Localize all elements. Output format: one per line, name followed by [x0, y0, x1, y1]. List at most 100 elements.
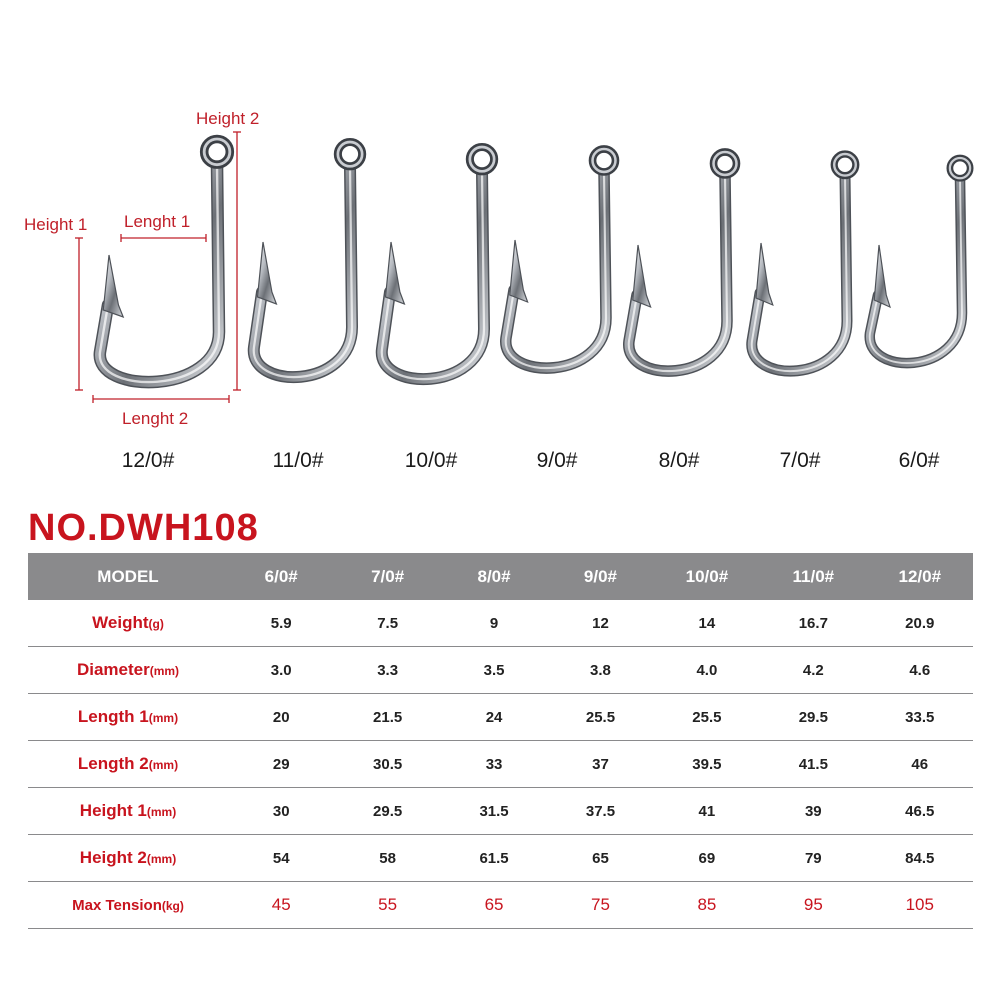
spec-label-text: Height 2 [79, 848, 147, 867]
hook-size-label: 6/0# [899, 449, 940, 472]
spec-label-text: Height 1 [79, 801, 147, 820]
spec-value-cell: 41.5 [760, 740, 867, 788]
spec-value-cell: 30 [228, 787, 335, 835]
spec-unit-text: (kg) [161, 898, 184, 913]
spec-row: Max Tension(kg) 45 55 65 75 85 95 105 [28, 881, 973, 929]
spec-unit-text: (g) [148, 617, 164, 631]
spec-value-cell: 4.0 [653, 646, 761, 694]
spec-value-cell: 75 [547, 881, 654, 929]
spec-table-header: MODEL 6/0# 7/0# 8/0# 9/0# 10/0# 11/0# 12… [28, 553, 973, 600]
spec-value-cell: 33 [440, 740, 548, 788]
spec-label-text: Length 1 [77, 707, 149, 726]
spec-row: Length 2(mm) 29 30.5 33 37 39.5 41.5 46 [28, 740, 973, 788]
spec-label-text: Weight [92, 613, 149, 632]
fishing-hook-icon [375, 142, 499, 386]
spec-value-cell: 7.5 [334, 600, 441, 647]
spec-value-cell: 46 [866, 740, 973, 788]
spec-value-cell: 4.2 [760, 646, 867, 694]
model-column-header: 6/0# [228, 553, 335, 600]
spec-value-cell: 33.5 [866, 693, 973, 741]
spec-value-cell: 105 [866, 881, 973, 929]
hook-illustration: Height 1 Height 2 Lenght 1 Lenght 2 12/0… [24, 109, 974, 472]
hook-size-label: 7/0# [780, 449, 821, 472]
spec-value-cell: 25.5 [547, 693, 654, 741]
spec-unit-text: (mm) [149, 664, 180, 678]
spec-value-cell: 31.5 [440, 787, 548, 835]
height1-label: Height 1 [24, 215, 87, 234]
spec-value-cell: 69 [653, 834, 761, 882]
fishing-hook-icon [746, 150, 860, 377]
spec-value-cell: 65 [440, 881, 548, 929]
spec-row: Diameter(mm) 3.0 3.3 3.5 3.8 4.0 4.2 4.6 [28, 646, 973, 694]
spec-row-label: Diameter(mm) [28, 646, 228, 694]
spec-value-cell: 85 [653, 881, 761, 929]
spec-row-label: Weight(g) [28, 600, 228, 647]
spec-value-cell: 65 [547, 834, 654, 882]
spec-value-cell: 24 [440, 693, 548, 741]
model-column-header: 11/0# [760, 553, 867, 600]
spec-value-cell: 20 [228, 693, 335, 741]
fishing-hook-icon [93, 134, 235, 389]
product-code: NO.DWH108 [28, 507, 259, 549]
hook-size-label: 12/0# [122, 449, 175, 472]
spec-value-cell: 55 [334, 881, 441, 929]
spec-value-cell: 12 [547, 600, 654, 647]
model-header: MODEL [28, 553, 228, 600]
spec-value-cell: 5.9 [228, 600, 335, 647]
spec-value-cell: 20.9 [866, 600, 973, 647]
spec-value-cell: 39 [760, 787, 867, 835]
fishing-hook-icon [500, 145, 620, 374]
model-column-header: 12/0# [866, 553, 973, 600]
spec-value-cell: 29.5 [334, 787, 441, 835]
hook-size-label: 8/0# [659, 449, 700, 472]
spec-row: Length 1(mm) 20 21.5 24 25.5 25.5 29.5 33.5 [28, 693, 973, 741]
spec-label-text: Max Tension [72, 896, 162, 914]
spec-value-cell: 84.5 [866, 834, 973, 882]
fishing-hook-icon [623, 148, 741, 377]
spec-value-cell: 95 [760, 881, 867, 929]
spec-value-cell: 25.5 [653, 693, 761, 741]
model-column-header: 9/0# [547, 553, 654, 600]
spec-value-cell: 30.5 [334, 740, 441, 788]
length1-label: Lenght 1 [124, 212, 190, 231]
spec-value-cell: 58 [334, 834, 441, 882]
spec-row-label: Length 1(mm) [28, 693, 228, 741]
dimension-markers [75, 131, 241, 403]
spec-value-cell: 3.0 [228, 646, 335, 694]
spec-value-cell: 16.7 [760, 600, 867, 647]
spec-value-cell: 61.5 [440, 834, 548, 882]
spec-unit-text: (mm) [148, 711, 179, 725]
spec-row-label: Height 2(mm) [28, 834, 228, 882]
spec-unit-text: (mm) [148, 758, 179, 772]
spec-value-cell: 39.5 [653, 740, 761, 788]
fishing-hook-icon [864, 154, 974, 369]
spec-value-cell: 9 [440, 600, 548, 647]
spec-value-cell: 21.5 [334, 693, 441, 741]
spec-row-label: Max Tension(kg) [28, 881, 228, 929]
spec-value-cell: 29.5 [760, 693, 867, 741]
hook-size-label: 9/0# [537, 449, 578, 472]
model-column-header: 8/0# [440, 553, 548, 600]
spec-value-cell: 4.6 [866, 646, 973, 694]
spec-value-cell: 3.5 [440, 646, 548, 694]
spec-row: Height 1(mm) 30 29.5 31.5 37.5 41 39 46.5 [28, 787, 973, 835]
spec-value-cell: 29 [228, 740, 335, 788]
model-column-header: 10/0# [653, 553, 761, 600]
spec-row-label: Length 2(mm) [28, 740, 228, 788]
hook-size-label: 11/0# [273, 449, 324, 472]
spec-value-cell: 3.8 [547, 646, 654, 694]
spec-value-cell: 79 [760, 834, 867, 882]
spec-value-cell: 41 [653, 787, 761, 835]
spec-label-text: Length 2 [77, 754, 149, 773]
length2-label: Lenght 2 [122, 409, 188, 428]
spec-value-cell: 3.3 [334, 646, 441, 694]
spec-value-cell: 45 [228, 881, 335, 929]
height2-label: Height 2 [196, 109, 259, 128]
spec-row-label: Height 1(mm) [28, 787, 228, 835]
fishing-hook-icon [247, 137, 367, 384]
spec-table: MODEL 6/0# 7/0# 8/0# 9/0# 10/0# 11/0# 12… [28, 553, 973, 929]
spec-unit-text: (mm) [146, 852, 177, 866]
spec-value-cell: 54 [228, 834, 335, 882]
spec-value-cell: 37.5 [547, 787, 654, 835]
model-column-header: 7/0# [334, 553, 441, 600]
